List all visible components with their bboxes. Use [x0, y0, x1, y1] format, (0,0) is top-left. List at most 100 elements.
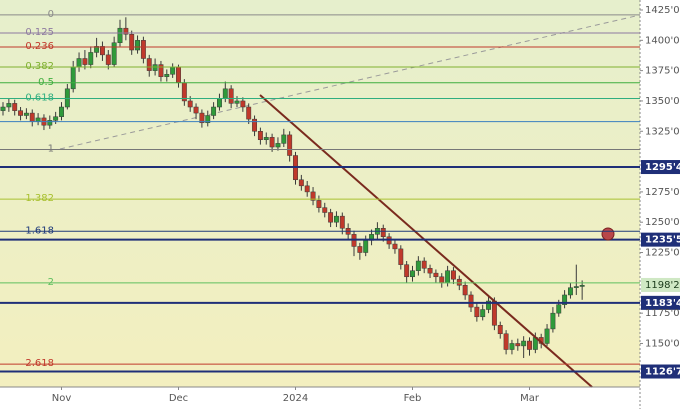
y-tick-label: 1175'0 [645, 308, 680, 319]
candle-body [222, 88, 228, 99]
axis-background [0, 387, 640, 409]
y-tick-label: 1350'0 [645, 96, 680, 107]
candle-body [503, 333, 509, 350]
candle-body [415, 260, 421, 271]
candle-body [228, 88, 234, 104]
trendline [259, 94, 593, 388]
axis-background [640, 0, 680, 409]
marker [601, 227, 615, 241]
y-tick-label: 1325'0 [645, 126, 680, 137]
candle-body [35, 117, 41, 122]
candle-body [64, 88, 70, 108]
candle-body [269, 137, 275, 148]
candle-body [562, 294, 568, 305]
candle-body [240, 100, 246, 108]
candle-body [158, 64, 164, 77]
candle-body [70, 66, 76, 90]
candle-body [94, 46, 100, 53]
candle-body [146, 58, 152, 71]
candle-body [427, 268, 433, 274]
candle-body [217, 98, 222, 108]
candle-body [491, 300, 497, 326]
y-tick-label: 1425'0 [645, 5, 680, 16]
candle-body [568, 287, 573, 296]
candle-body [339, 215, 345, 229]
candle-body [579, 285, 585, 287]
candle-body [497, 325, 503, 335]
candle-body [521, 340, 527, 347]
candle-body [257, 131, 263, 141]
candle-body [462, 285, 468, 296]
last-price-label: 1198'2 [645, 280, 680, 291]
candle-body [398, 248, 404, 265]
x-tick-label: Dec [169, 393, 188, 404]
last-price-box [641, 277, 680, 292]
candle-body [47, 120, 53, 126]
candle-body [234, 100, 240, 104]
candle-body [100, 46, 105, 56]
candle-body [515, 343, 521, 347]
candle-body [246, 106, 252, 120]
candle-body [328, 212, 334, 223]
y-tick-label: 1375'0 [645, 66, 680, 77]
candle-body [105, 54, 111, 65]
candle-body [451, 270, 456, 280]
key-level-label: 1295'4 [645, 162, 680, 173]
candle-body [310, 191, 316, 201]
candle-body [439, 276, 445, 284]
candle-body [456, 278, 462, 286]
dashed-trendline [59, 14, 641, 150]
candle-body [135, 40, 141, 51]
key-level-box [641, 160, 680, 175]
y-tick-label: 1275'0 [645, 187, 680, 198]
candle-body [556, 304, 562, 314]
candle-body [474, 306, 480, 318]
candle-body [193, 106, 199, 114]
candle-body [445, 270, 451, 284]
candle-body [164, 74, 170, 77]
candle-body [140, 40, 146, 59]
candle-body [263, 137, 269, 141]
key-level-box [641, 232, 680, 247]
candle-body [544, 328, 550, 344]
candle-body [88, 52, 94, 65]
x-tick-label: Feb [404, 393, 422, 404]
candle-body [205, 115, 211, 124]
candle-body [18, 110, 24, 116]
candle-body [357, 246, 363, 253]
candle-body [322, 207, 328, 213]
candle-body [59, 106, 64, 117]
key-levels: 1295'4 1235'5 1183'4 1126'7 [0, 160, 680, 379]
y-tick-label: 1250'0 [645, 217, 680, 228]
candle-body [187, 100, 193, 108]
key-level-box [641, 364, 680, 379]
candle-body [421, 260, 427, 269]
candle-body [509, 343, 515, 350]
candle-body [76, 58, 82, 68]
candle-body [0, 106, 6, 111]
key-level-box [641, 295, 680, 310]
candle-body [334, 215, 339, 223]
candle-body [480, 309, 486, 318]
candle-body [380, 228, 386, 238]
candle-body [6, 103, 12, 108]
candle-body [392, 243, 398, 250]
candle-body [129, 34, 135, 51]
candle-body [298, 179, 304, 187]
candle-body [252, 118, 258, 132]
candle-body [363, 240, 369, 253]
y-tick-label: 1225'0 [645, 248, 680, 259]
x-tick-label: 2024 [283, 393, 308, 404]
candle-body [117, 27, 123, 43]
candle-body [573, 286, 579, 288]
candle-body [170, 66, 176, 75]
candle-body [527, 340, 532, 350]
candle-body [304, 185, 310, 193]
candle-body [404, 264, 410, 278]
key-level-label: 1126'7 [645, 367, 680, 378]
candle-body [468, 294, 474, 308]
key-level-label: 1235'5 [645, 235, 680, 246]
candle-body [433, 272, 439, 278]
